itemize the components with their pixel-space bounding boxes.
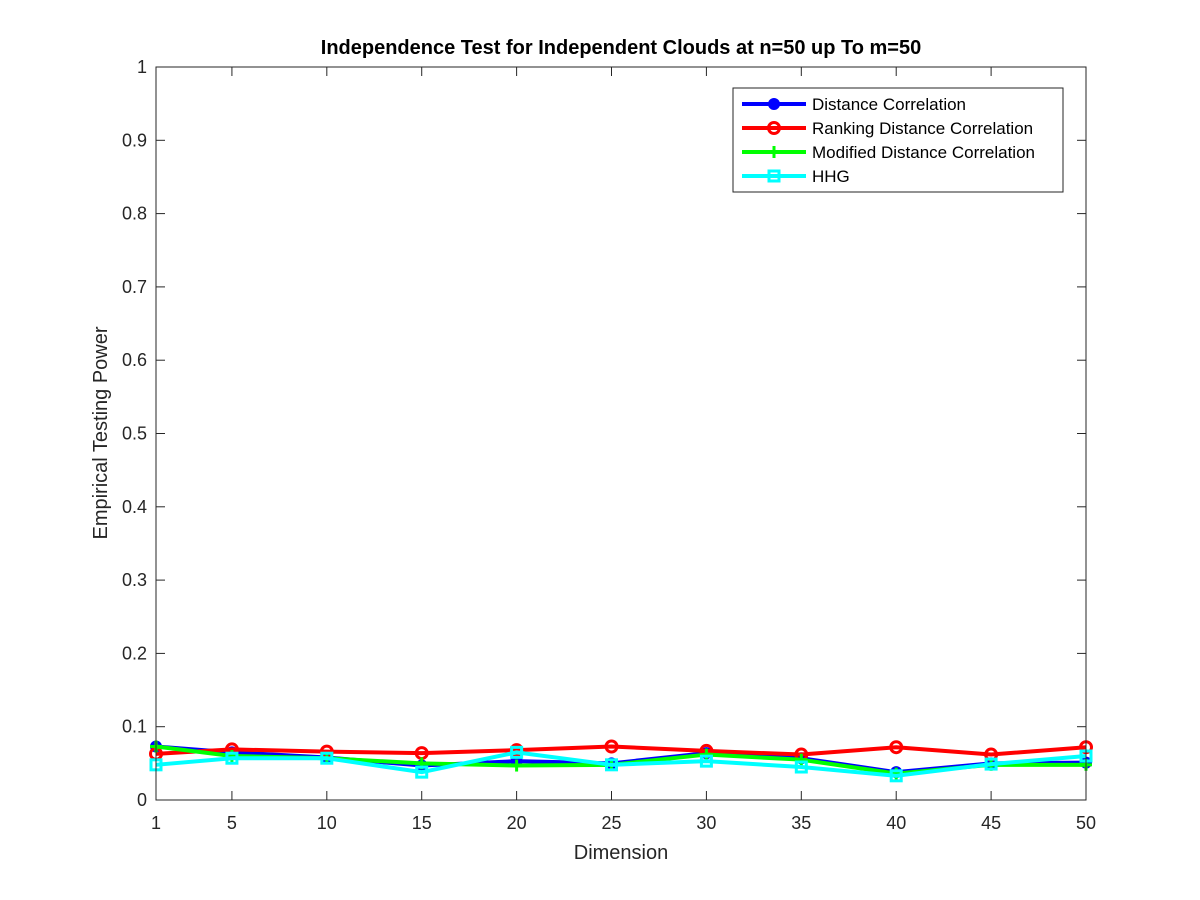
data-point-hhg bbox=[605, 758, 619, 772]
y-tick-label: 1 bbox=[137, 57, 147, 77]
x-tick-label: 5 bbox=[227, 813, 237, 833]
legend-label: Distance Correlation bbox=[812, 95, 966, 114]
y-tick-label: 0.1 bbox=[122, 717, 147, 737]
x-tick-label: 1 bbox=[151, 813, 161, 833]
plot-frame bbox=[155, 66, 1087, 801]
y-tick-label: 0.9 bbox=[122, 130, 147, 150]
x-axis-label: Dimension bbox=[574, 842, 668, 864]
chart-title: Independence Test for Independent Clouds… bbox=[321, 37, 921, 59]
legend-item-hhg: HHG bbox=[742, 167, 850, 186]
x-tick-label: 15 bbox=[412, 813, 432, 833]
data-point-hhg bbox=[320, 751, 334, 765]
legend-label: Ranking Distance Correlation bbox=[812, 119, 1033, 138]
legend-item-modified-distance-correlation: Modified Distance Correlation bbox=[742, 143, 1035, 162]
legend-label: HHG bbox=[812, 167, 850, 186]
y-tick-label: 0.4 bbox=[122, 497, 147, 517]
series-lines bbox=[149, 739, 1093, 783]
ticks: 1 5 10 15 20 25 30 35 40 45 5000.10.20.30.40.50.60… bbox=[122, 57, 1096, 833]
data-point-hhg bbox=[984, 757, 998, 771]
series-line-ranking-distance-correlation bbox=[155, 744, 1087, 757]
x-tick-label: 40 bbox=[886, 813, 906, 833]
x-tick-label: 10 bbox=[317, 813, 337, 833]
x-tick-label: 20 bbox=[507, 813, 527, 833]
y-tick-label: 0.6 bbox=[122, 350, 147, 370]
legend: Distance Correlation Ranking Distance Cor… bbox=[732, 87, 1064, 193]
y-tick-label: 0.8 bbox=[122, 204, 147, 224]
data-point-modified-distance-correlation bbox=[795, 753, 808, 766]
legend-item-ranking-distance-correlation: Ranking Distance Correlation bbox=[742, 119, 1033, 138]
y-tick-label: 0 bbox=[137, 790, 147, 810]
x-tick-label: 50 bbox=[1076, 813, 1096, 833]
x-tick-label: 25 bbox=[601, 813, 621, 833]
x-tick-label: 45 bbox=[981, 813, 1001, 833]
data-point-hhg bbox=[510, 745, 524, 759]
data-point-hhg bbox=[415, 765, 429, 779]
legend-swatch-marker bbox=[767, 121, 781, 135]
series-line-hhg bbox=[155, 750, 1087, 778]
x-tick-label: 30 bbox=[696, 813, 716, 833]
y-tick-label: 0.7 bbox=[122, 277, 147, 297]
legend-swatch-marker bbox=[768, 98, 780, 110]
legend-label: Modified Distance Correlation bbox=[812, 143, 1035, 162]
data-point-hhg bbox=[699, 754, 713, 768]
data-point-modified-distance-correlation bbox=[510, 759, 523, 772]
data-point-ranking-distance-correlation bbox=[889, 740, 904, 755]
data-point-modified-distance-correlation bbox=[700, 748, 713, 761]
data-point-ranking-distance-correlation bbox=[604, 739, 619, 754]
y-tick-label: 0.2 bbox=[122, 643, 147, 663]
y-axis-label: Empirical Testing Power bbox=[90, 326, 112, 539]
x-tick-label: 35 bbox=[791, 813, 811, 833]
data-point-hhg bbox=[889, 769, 903, 783]
data-point-hhg bbox=[794, 760, 808, 774]
legend-swatch-marker bbox=[767, 169, 781, 183]
y-tick-label: 0.3 bbox=[122, 570, 147, 590]
legend-item-distance-correlation: Distance Correlation bbox=[742, 95, 966, 114]
y-tick-label: 0.5 bbox=[122, 424, 147, 444]
legend-swatch-marker bbox=[768, 146, 780, 158]
data-point-hhg bbox=[225, 751, 239, 765]
